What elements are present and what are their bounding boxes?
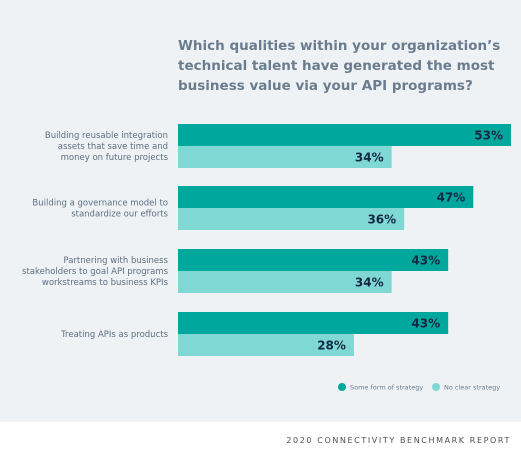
data-label: 34% bbox=[355, 276, 384, 290]
bar-some-strategy bbox=[178, 124, 511, 146]
legend-swatch bbox=[338, 383, 346, 391]
legend-label: Some form of strategy bbox=[350, 384, 423, 392]
bar-no-clear-strategy bbox=[178, 146, 392, 168]
data-label: 53% bbox=[474, 129, 503, 143]
category-label-line: stakeholders to goal API programs bbox=[22, 267, 169, 277]
category-label-line: Building a governance model to bbox=[32, 199, 168, 209]
bar-some-strategy bbox=[178, 186, 474, 208]
bar-no-clear-strategy bbox=[178, 334, 354, 356]
category-label: Partnering with business stakeholders to … bbox=[22, 256, 169, 288]
legend-swatch bbox=[432, 383, 440, 391]
data-label: 43% bbox=[411, 254, 440, 268]
data-label: 34% bbox=[355, 151, 384, 165]
category-label-line: workstreams to business KPIs bbox=[42, 278, 169, 288]
category-label-line: money on future projects bbox=[61, 153, 169, 163]
bar-no-clear-strategy bbox=[178, 271, 392, 293]
category-label-line: Partnering with business bbox=[63, 256, 168, 266]
category-label: Building reusable integration assets that… bbox=[45, 131, 169, 163]
data-label: 47% bbox=[437, 191, 466, 205]
bar-some-strategy bbox=[178, 312, 449, 334]
bar-some-strategy bbox=[178, 249, 449, 271]
category-label-line: Building reusable integration bbox=[45, 131, 168, 141]
data-label: 28% bbox=[317, 339, 346, 353]
bar-no-clear-strategy bbox=[178, 208, 405, 230]
category-label-line: assets that save time and bbox=[58, 142, 168, 152]
category-label: Treating APIs as products bbox=[60, 330, 168, 340]
data-label: 36% bbox=[367, 213, 396, 227]
chart-title: Which qualities within your organization… bbox=[178, 38, 501, 94]
data-label: 43% bbox=[411, 317, 440, 331]
category-label-line: standardize our efforts bbox=[71, 210, 168, 220]
category-label: Building a governance model to standardiz… bbox=[32, 199, 168, 220]
bar-chart: Building reusable integration assets that… bbox=[22, 124, 511, 392]
category-label-line: Treating APIs as products bbox=[60, 330, 168, 340]
legend-label: No clear strategy bbox=[444, 384, 500, 392]
report-footer: 2020 Connectivity Benchmark Report bbox=[286, 436, 511, 445]
